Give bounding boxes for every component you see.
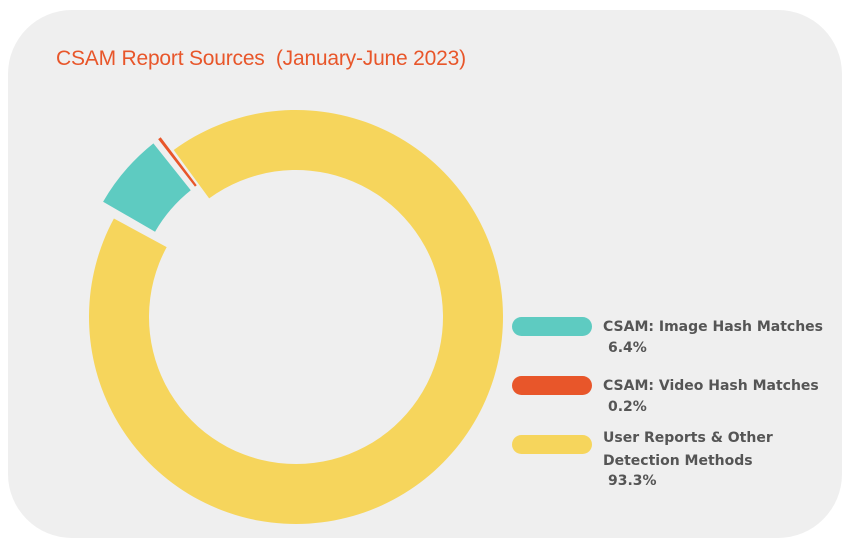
legend-value-image-hash: 6.4% — [608, 340, 647, 356]
legend-swatch-image-hash — [512, 317, 592, 336]
donut-slice-1 — [158, 137, 197, 187]
donut-slices — [89, 109, 503, 524]
legend-swatch-video-hash — [512, 376, 592, 395]
legend-label-video-hash: CSAM: Video Hash Matches — [603, 378, 819, 394]
legend-value-video-hash: 0.2% — [608, 399, 647, 415]
donut-slice-0 — [103, 143, 191, 232]
legend-label-image-hash: CSAM: Image Hash Matches — [603, 319, 823, 335]
legend-label-user-reports-line2: Detection Methods — [603, 453, 753, 469]
legend-label-user-reports-line1: User Reports & Other — [603, 430, 773, 446]
legend-value-user-reports: 93.3% — [608, 473, 657, 489]
chart-title: CSAM Report Sources (January-June 2023) — [56, 47, 466, 70]
legend-swatch-user-reports — [512, 435, 592, 454]
